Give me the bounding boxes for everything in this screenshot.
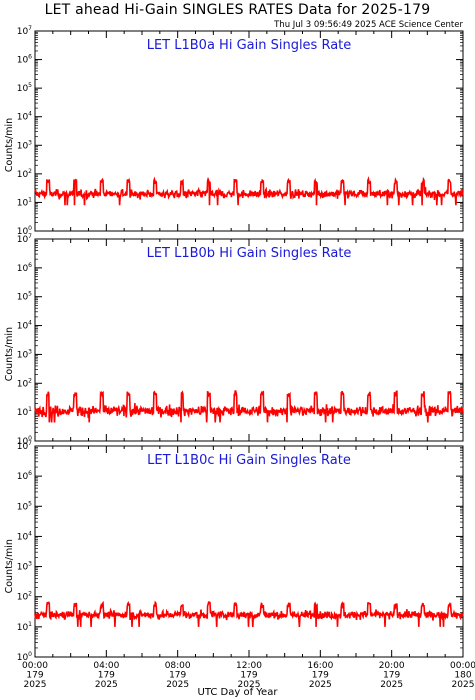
- y-tick-label: 105: [17, 500, 32, 512]
- y-tick-label: 101: [17, 196, 32, 208]
- panel-2: 100 101 102 103 104 105 106 107 Counts/min LET L1…: [4, 233, 464, 447]
- y-tick-label: 105: [17, 291, 32, 303]
- x-tick-label: 179: [26, 671, 43, 681]
- panel-title: LET L1B0c Hi Gain Singles Rate: [147, 453, 351, 468]
- y-tick-label: 106: [17, 54, 32, 66]
- panel-1: 100 101 102 103 104 105 106 107 Counts/min LET L1…: [4, 25, 464, 237]
- y-tick-label: 100: [17, 651, 32, 663]
- x-tick-label: 179: [240, 671, 257, 681]
- y-tick-label: 102: [17, 377, 32, 389]
- x-tick-label: 179: [312, 671, 329, 681]
- x-tick-label: 2025: [452, 680, 475, 690]
- y-tick-label: 107: [17, 440, 32, 452]
- x-tick-label: 2025: [380, 680, 403, 690]
- y-tick-label: 105: [17, 82, 32, 94]
- x-tick-label: 2025: [24, 680, 47, 690]
- x-tick-label: 16:00: [307, 661, 333, 671]
- y-tick-label: 103: [17, 139, 32, 151]
- x-tick-label: 00:00: [450, 661, 475, 671]
- page-title: LET ahead Hi-Gain SINGLES RATES Data for…: [44, 2, 431, 18]
- series-line: [34, 390, 464, 423]
- y-tick-label: 107: [17, 25, 32, 37]
- x-tick-label: 179: [169, 671, 186, 681]
- y-axis-label: Counts/min: [4, 118, 15, 172]
- y-tick-label: 107: [17, 233, 32, 245]
- y-axis-label: Counts/min: [4, 539, 15, 593]
- series-line: [34, 600, 464, 627]
- y-tick-label: 104: [17, 320, 32, 332]
- series-line: [34, 176, 464, 206]
- panel-3: 100 101 102 103 104 105 106 107 Counts/min LET L1…: [4, 440, 464, 663]
- x-tick-label: 08:00: [165, 661, 191, 671]
- x-tick-label: 00:00: [22, 661, 48, 671]
- y-tick-label: 102: [17, 591, 32, 603]
- y-tick-label: 102: [17, 168, 32, 180]
- y-tick-label: 101: [17, 406, 32, 418]
- x-tick-label: 04:00: [93, 661, 119, 671]
- x-tick-label: 179: [383, 671, 400, 681]
- y-tick-label: 104: [17, 111, 32, 123]
- panel-title: LET L1B0a Hi Gain Singles Rate: [147, 38, 352, 53]
- x-tick-label: 2025: [166, 680, 189, 690]
- x-tick-label: 179: [98, 671, 115, 681]
- y-tick-label: 106: [17, 470, 32, 482]
- x-tick-label: 2025: [238, 680, 261, 690]
- y-tick-label: 100: [17, 225, 32, 237]
- x-tick-label: 180: [454, 671, 471, 681]
- y-tick-label: 103: [17, 348, 32, 360]
- y-tick-label: 106: [17, 262, 32, 274]
- y-tick-label: 100: [17, 435, 32, 447]
- x-axis-label: UTC Day of Year: [197, 687, 278, 698]
- x-tick-label: 2025: [95, 680, 118, 690]
- x-tick-label: 12:00: [236, 661, 262, 671]
- y-tick-label: 101: [17, 621, 32, 633]
- y-tick-label: 104: [17, 530, 32, 542]
- y-tick-label: 103: [17, 561, 32, 573]
- y-axis-label: Counts/min: [4, 327, 15, 381]
- x-tick-label: 2025: [309, 680, 332, 690]
- generation-timestamp: Thu Jul 3 09:56:49 2025 ACE Science Cent…: [274, 20, 463, 30]
- x-tick-label: 20:00: [379, 661, 405, 671]
- panel-title: LET L1B0b Hi Gain Singles Rate: [147, 246, 352, 261]
